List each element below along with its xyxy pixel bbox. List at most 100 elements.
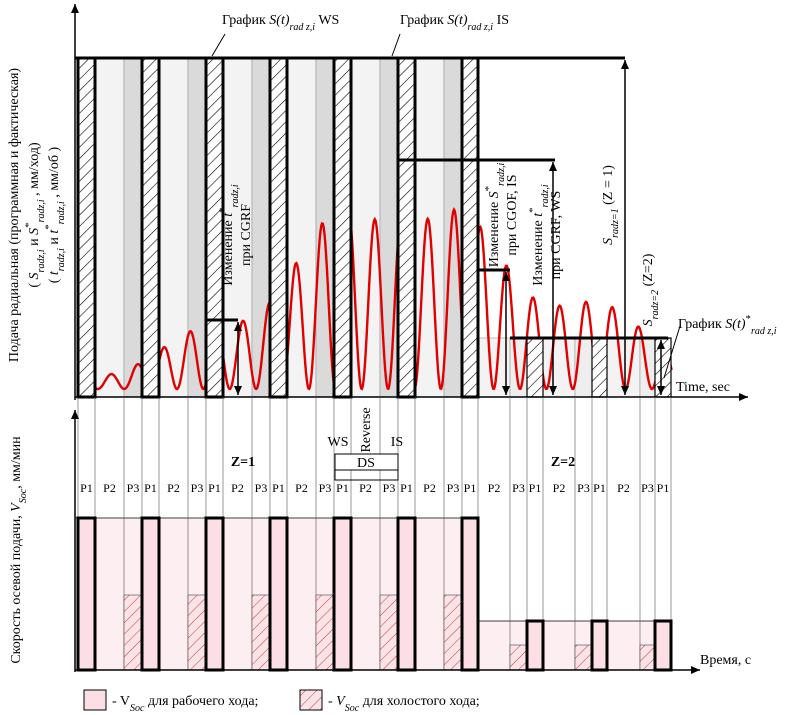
signal-curve [77, 206, 673, 391]
text-part: (Z = 1) [601, 165, 616, 209]
text-part: radz,i [56, 201, 67, 224]
working-stroke [268, 56, 289, 399]
y-axis-label: Скорость осевой подачи, VSoc, мм/мин [9, 436, 29, 664]
annotation: при CGRF [239, 204, 254, 266]
text-part: radz=2 [650, 290, 661, 320]
graph-label: График S(t)rad z,i IS [400, 13, 509, 33]
working-feed [396, 516, 417, 672]
text-part: при CGOF, IS [505, 174, 520, 255]
y-axis-label: Подача радиальная (программная и фактиче… [7, 68, 22, 362]
text-part: График [678, 317, 725, 332]
graph-label: График S(t)rad z,i WS [222, 13, 339, 33]
working-stroke [140, 56, 161, 399]
working-feed [140, 516, 161, 672]
text-part: S(t) [725, 317, 746, 332]
phase-label: P3 [383, 481, 396, 495]
working-stroke [654, 337, 672, 398]
phase-area [443, 57, 463, 398]
text-part: S [27, 272, 42, 279]
text-part: , мм/ход) [27, 142, 42, 199]
ds-box [334, 469, 399, 481]
zone-label: Z=2 [551, 455, 575, 470]
idle-feed [123, 594, 143, 671]
text-part: при CGRF, WS [549, 191, 564, 280]
text-part: Подача радиальная (программная и фактиче… [7, 68, 22, 362]
annotation: Изменение S*radz,i [483, 163, 507, 268]
idle-feed [251, 594, 271, 671]
mode-label: WS [328, 435, 349, 450]
text-part: radz,i [56, 248, 67, 271]
text-part: * [746, 313, 752, 325]
working-stroke [332, 56, 353, 399]
text-part: IS [493, 13, 509, 28]
phase-area [123, 57, 143, 398]
text-part: * [217, 207, 229, 213]
text-part: t [47, 270, 62, 275]
phase-label: P1 [336, 481, 349, 495]
text-part: S [487, 191, 502, 198]
text-part: * [23, 222, 35, 228]
text-part: rad z,i [468, 22, 494, 33]
phase-area [158, 57, 189, 398]
text-part: V [336, 694, 346, 709]
text-part: WS [315, 13, 339, 28]
text-part: t [531, 212, 546, 217]
text-part: radz,i [496, 163, 507, 186]
zone-label: Z=1 [231, 455, 255, 470]
phase-label: P2 [359, 481, 372, 495]
phase-label: P3 [319, 481, 332, 495]
text-part: Изменение [221, 217, 236, 286]
legend-swatch [299, 689, 323, 711]
text-part: ( [27, 279, 42, 287]
legend-swatch [83, 689, 107, 711]
text-part: * [527, 207, 539, 213]
annotation: при CGRF, WS [549, 191, 564, 280]
text-part: для холостого хода; [359, 694, 480, 709]
phase-label: P3 [447, 481, 460, 495]
text-part: S(t) [447, 13, 468, 28]
text-part: S [601, 238, 616, 245]
text-part: при CGRF [239, 204, 254, 266]
idle-feed [574, 644, 593, 671]
phase-label: P2 [553, 481, 566, 495]
phase-label: P2 [295, 481, 308, 495]
mode-label: IS [391, 435, 403, 450]
text-part: S(t) [269, 13, 290, 28]
text-part: , мм/об ) [47, 146, 62, 201]
working-feed [268, 516, 289, 672]
text-part: Скорость осевой подачи, [9, 512, 24, 664]
annotation: Sradz=2 (Z=2) [641, 253, 661, 326]
text-part: t [47, 229, 62, 234]
text-part: (Z=2) [641, 253, 656, 290]
idle-feed [443, 594, 463, 671]
text-part: , мм/мин [9, 436, 24, 489]
text-part: radz,i [540, 184, 551, 207]
idle-feed [315, 594, 335, 671]
text-part: * [43, 224, 55, 230]
text-part: radz,i [36, 249, 47, 272]
working-stroke [526, 337, 544, 398]
text-part: График [222, 13, 269, 28]
phase-label: P2 [423, 481, 436, 495]
text-part: График [400, 13, 447, 28]
working-stroke [591, 337, 608, 398]
working-feed [590, 619, 609, 672]
phase-label: P1 [529, 481, 542, 495]
text-part: t [221, 212, 236, 217]
text-part: Soc [18, 488, 29, 503]
text-part: S [641, 319, 656, 326]
working-stroke [396, 56, 417, 399]
working-feed [460, 516, 480, 672]
text-part: - [328, 694, 336, 709]
phase-area [94, 57, 125, 398]
phase-label: P3 [577, 481, 590, 495]
legend-label: - VSoc для холостого хода; [328, 694, 480, 714]
phase-label: P1 [80, 481, 93, 495]
pointer [211, 33, 226, 57]
text-part: S [27, 228, 42, 235]
text-part: rad z,i [751, 326, 777, 337]
phase-label: P1 [144, 481, 157, 495]
working-feed [204, 516, 225, 672]
text-part: Soc [345, 703, 360, 714]
